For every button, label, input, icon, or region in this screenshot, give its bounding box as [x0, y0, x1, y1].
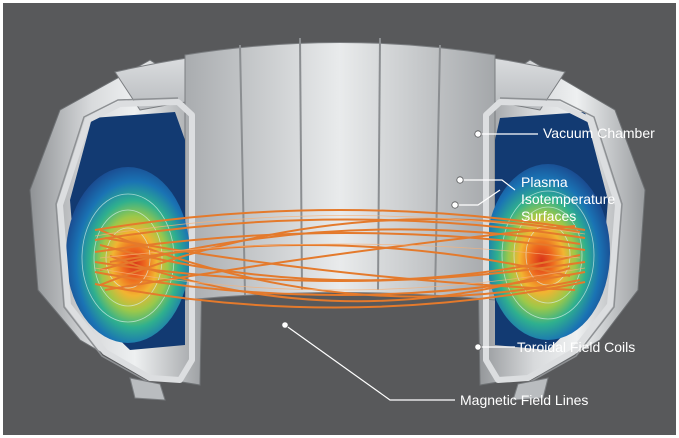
toroidal-field-coil-left	[57, 99, 195, 383]
magnetic-field-lines-highlight	[94, 215, 586, 291]
label-plasma-line-1: Plasma	[521, 174, 568, 190]
label-toroidal-field-coils: Toroidal Field Coils	[517, 339, 636, 355]
leader-plasma-1	[460, 179, 516, 191]
toroidal-field-coil-left-edge	[55, 97, 179, 384]
central-column	[184, 42, 496, 301]
label-plasma-line-2: Isotemperature	[521, 191, 616, 207]
label-vacuum-chamber: Vacuum Chamber	[543, 125, 655, 141]
support-foot-right	[512, 377, 549, 401]
toroidal-field-coil-right	[483, 99, 621, 383]
label-plasma-line-3: Surfaces	[521, 208, 577, 224]
support-foot-left	[129, 377, 166, 401]
label-magnetic-field-lines: Magnetic Field Lines	[460, 392, 589, 408]
leader-dots	[281, 130, 482, 351]
label-plasma-isotemperature-surfaces: Plasma Isotemperature Surfaces	[521, 174, 615, 225]
leader-magnetic-field-lines	[284, 324, 455, 401]
magnetic-field-lines	[94, 209, 586, 309]
toroidal-field-coil-right-edge	[499, 97, 623, 384]
leader-lines	[284, 133, 538, 401]
leader-plasma-2	[455, 189, 501, 206]
